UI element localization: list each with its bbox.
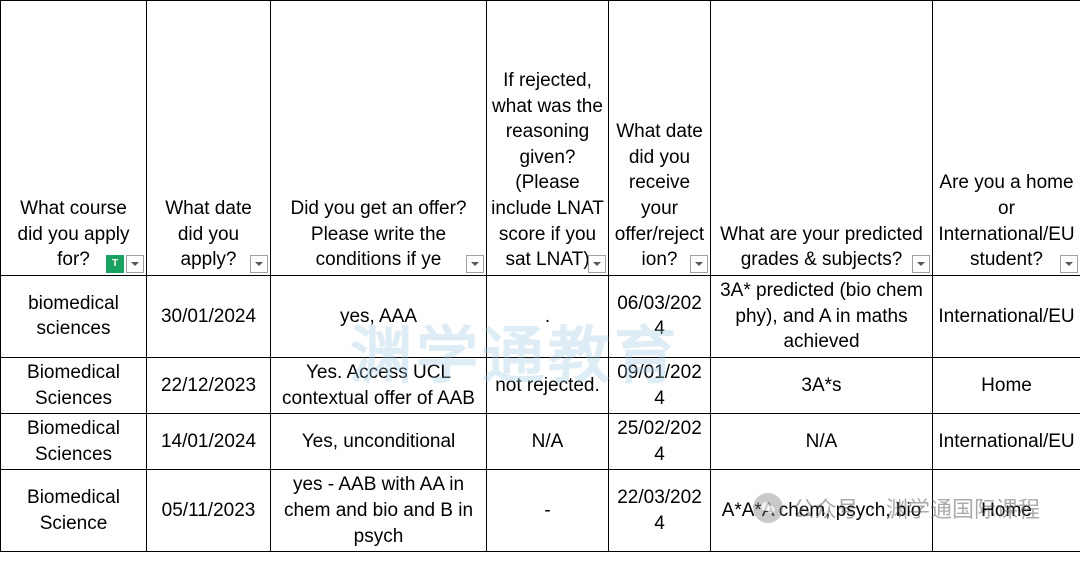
cell-r0-c1: 30/01/2024: [147, 276, 271, 358]
table-row: Biomedical Science05/11/2023yes - AAB wi…: [1, 470, 1080, 552]
cell-r2-c4: 25/02/2024: [609, 414, 711, 470]
table-body: biomedical sciences30/01/2024yes, AAA.06…: [1, 276, 1080, 552]
cell-r2-c0: Biomedical Sciences: [1, 414, 147, 470]
column-header-5: What are your predicted grades & subject…: [711, 1, 933, 276]
filter-dropdown-button[interactable]: [250, 255, 268, 273]
column-header-6: Are you a home or International/EU stude…: [933, 1, 1080, 276]
cell-r3-c3: -: [487, 470, 609, 552]
cell-r2-c3: N/A: [487, 414, 609, 470]
filter-dropdown-button[interactable]: [690, 255, 708, 273]
applications-table: What course did you apply for?TWhat date…: [0, 0, 1080, 552]
column-header-3: If rejected, what was the reasoning give…: [487, 1, 609, 276]
cell-r0-c6: International/EU: [933, 276, 1080, 358]
column-header-2: Did you get an offer? Please write the c…: [271, 1, 487, 276]
cell-r1-c6: Home: [933, 357, 1080, 413]
header-label: What date did you apply?: [165, 198, 252, 270]
cell-r1-c2: Yes. Access UCL contextual offer of AAB: [271, 357, 487, 413]
cell-r0-c3: .: [487, 276, 609, 358]
cell-r0-c0: biomedical sciences: [1, 276, 147, 358]
cell-r2-c5: N/A: [711, 414, 933, 470]
header-label: What are your predicted grades & subject…: [720, 224, 923, 271]
filter-dropdown-button[interactable]: [126, 255, 144, 273]
column-header-0: What course did you apply for?T: [1, 1, 147, 276]
header-label: If rejected, what was the reasoning give…: [491, 70, 604, 270]
filter-dropdown-button[interactable]: [466, 255, 484, 273]
cell-r1-c5: 3A*s: [711, 357, 933, 413]
cell-r3-c2: yes - AAB with AA in chem and bio and B …: [271, 470, 487, 552]
cell-r1-c1: 22/12/2023: [147, 357, 271, 413]
text-feature-icon[interactable]: T: [106, 255, 124, 273]
filter-dropdown-button[interactable]: [1060, 255, 1078, 273]
filter-dropdown-button[interactable]: [912, 255, 930, 273]
table-row: Biomedical Sciences22/12/2023Yes. Access…: [1, 357, 1080, 413]
cell-r1-c4: 09/01/2024: [609, 357, 711, 413]
header-label: What date did you receive your offer/rej…: [615, 121, 704, 270]
cell-r0-c2: yes, AAA: [271, 276, 487, 358]
cell-r3-c4: 22/03/2024: [609, 470, 711, 552]
cell-r0-c4: 06/03/2024: [609, 276, 711, 358]
cell-r2-c6: International/EU: [933, 414, 1080, 470]
cell-r3-c6: Home: [933, 470, 1080, 552]
header-row: What course did you apply for?TWhat date…: [1, 1, 1080, 276]
cell-r0-c5: 3A* predicted (bio chem phy), and A in m…: [711, 276, 933, 358]
column-header-4: What date did you receive your offer/rej…: [609, 1, 711, 276]
cell-r2-c1: 14/01/2024: [147, 414, 271, 470]
cell-r3-c0: Biomedical Science: [1, 470, 147, 552]
filter-dropdown-button[interactable]: [588, 255, 606, 273]
table-row: biomedical sciences30/01/2024yes, AAA.06…: [1, 276, 1080, 358]
header-label: Did you get an offer? Please write the c…: [290, 198, 466, 270]
table-row: Biomedical Sciences14/01/2024Yes, uncond…: [1, 414, 1080, 470]
cell-r2-c2: Yes, unconditional: [271, 414, 487, 470]
cell-r3-c1: 05/11/2023: [147, 470, 271, 552]
header-label: Are you a home or International/EU stude…: [938, 172, 1074, 270]
cell-r1-c3: not rejected.: [487, 357, 609, 413]
cell-r1-c0: Biomedical Sciences: [1, 357, 147, 413]
cell-r3-c5: A*A*A chem, psych, bio: [711, 470, 933, 552]
column-header-1: What date did you apply?: [147, 1, 271, 276]
